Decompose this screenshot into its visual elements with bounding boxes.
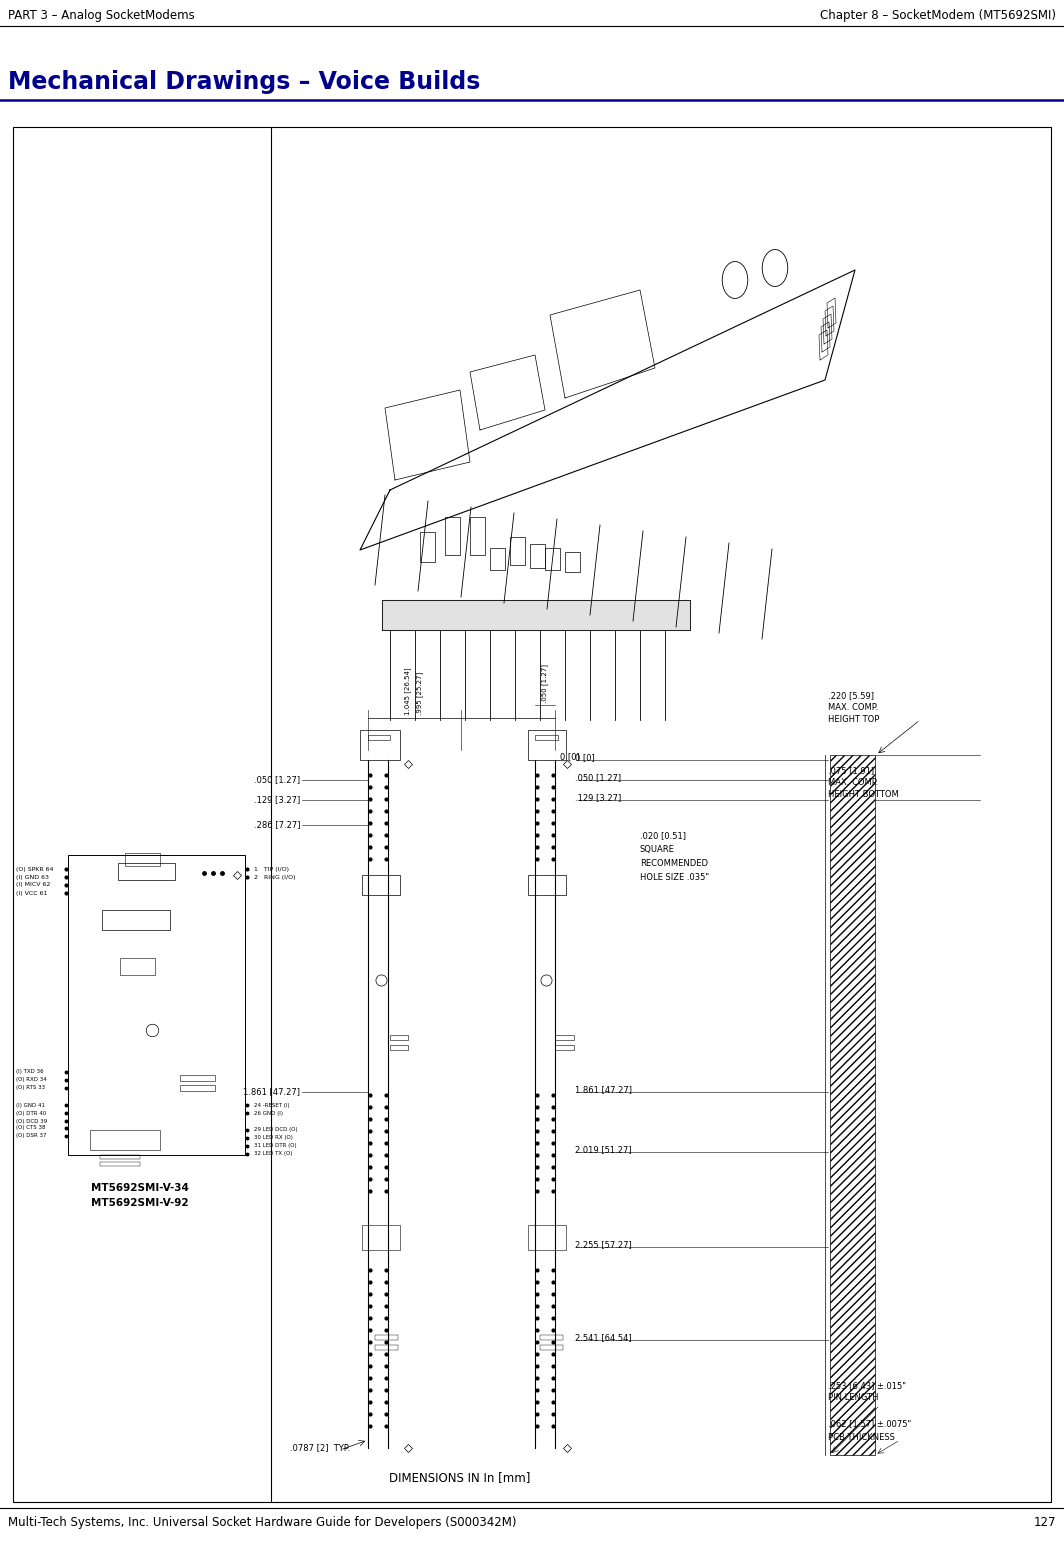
- Text: .062 [1.57] ±.0075": .062 [1.57] ±.0075": [828, 1419, 911, 1429]
- Text: 0 [0]: 0 [0]: [575, 754, 595, 763]
- Text: 2.255 [57.27]: 2.255 [57.27]: [575, 1241, 632, 1250]
- Bar: [390, 1036, 408, 1040]
- Text: (O) RTS 33: (O) RTS 33: [16, 1085, 45, 1091]
- Text: MT5692SMI-V-92: MT5692SMI-V-92: [92, 1197, 188, 1208]
- Bar: [528, 1225, 566, 1250]
- Bar: [528, 730, 566, 760]
- Text: 32 LED TX (O): 32 LED TX (O): [254, 1151, 293, 1156]
- Text: .0787 [2]  TYP.: .0787 [2] TYP.: [290, 1444, 350, 1453]
- Bar: [565, 552, 580, 572]
- Text: MT5692SMI-V-34: MT5692SMI-V-34: [92, 1183, 189, 1193]
- Bar: [470, 516, 485, 555]
- Bar: [528, 875, 566, 895]
- Bar: [555, 1045, 573, 1049]
- Text: .129 [3.27]: .129 [3.27]: [253, 795, 300, 804]
- Text: 1.045 [26.54]: 1.045 [26.54]: [404, 667, 412, 715]
- Bar: [535, 735, 558, 740]
- Text: (O) RXD 34: (O) RXD 34: [16, 1077, 47, 1082]
- Text: Chapter 8 – SocketModem (MT5692SMI): Chapter 8 – SocketModem (MT5692SMI): [820, 9, 1055, 22]
- Text: .220 [5.59]: .220 [5.59]: [828, 690, 874, 700]
- Text: HEIGHT BOTTOM: HEIGHT BOTTOM: [828, 791, 899, 798]
- Text: (I) GND 41: (I) GND 41: [16, 1102, 45, 1108]
- Text: (O) DSR 37: (O) DSR 37: [16, 1134, 47, 1139]
- Bar: [375, 1335, 398, 1341]
- Text: 1.861 [47.27]: 1.861 [47.27]: [575, 1085, 632, 1094]
- Bar: [368, 735, 390, 740]
- Text: (O) CTS 38: (O) CTS 38: [16, 1125, 46, 1131]
- Text: 31 LED DTR (O): 31 LED DTR (O): [254, 1143, 297, 1148]
- Bar: [13, 126, 1051, 1502]
- Bar: [541, 1345, 563, 1350]
- Bar: [68, 855, 245, 1156]
- Text: (I) VCC 61: (I) VCC 61: [16, 891, 48, 895]
- Text: Mechanical Drawings – Voice Builds: Mechanical Drawings – Voice Builds: [9, 69, 480, 94]
- Bar: [555, 1036, 573, 1040]
- Bar: [375, 1345, 398, 1350]
- Text: HOLE SIZE .035": HOLE SIZE .035": [641, 874, 709, 883]
- Text: 26 GND (I): 26 GND (I): [254, 1111, 283, 1116]
- Text: 2   RING (I/O): 2 RING (I/O): [254, 874, 296, 880]
- Text: 2.541 [64.54]: 2.541 [64.54]: [575, 1333, 632, 1342]
- Text: MAX. COMP.: MAX. COMP.: [828, 778, 878, 787]
- Bar: [445, 516, 460, 555]
- Text: PART 3 – Analog SocketModems: PART 3 – Analog SocketModems: [9, 9, 195, 22]
- Text: 127: 127: [1033, 1516, 1055, 1529]
- Text: .020 [0.51]: .020 [0.51]: [641, 832, 686, 840]
- Text: .075 [1.91]: .075 [1.91]: [828, 766, 875, 775]
- Bar: [830, 755, 875, 1455]
- Text: (I) TXD 36: (I) TXD 36: [16, 1069, 44, 1074]
- Bar: [491, 549, 505, 570]
- Bar: [360, 730, 400, 760]
- Text: SQUARE: SQUARE: [641, 846, 675, 855]
- Bar: [530, 544, 545, 569]
- Text: .129 [3.27]: .129 [3.27]: [575, 794, 621, 803]
- Text: (I) MICV 62: (I) MICV 62: [16, 883, 50, 888]
- Text: .286 [7.27]: .286 [7.27]: [253, 820, 300, 829]
- Text: 24 -RESET (I): 24 -RESET (I): [254, 1102, 289, 1108]
- Bar: [541, 1335, 563, 1341]
- Text: 2.019 [51.27]: 2.019 [51.27]: [575, 1145, 632, 1154]
- Text: (O) DCD 39: (O) DCD 39: [16, 1119, 47, 1123]
- Text: PIN LENGTH: PIN LENGTH: [828, 1393, 879, 1402]
- Text: .050 [1.27]: .050 [1.27]: [254, 775, 300, 784]
- Bar: [545, 549, 560, 570]
- Text: (O) DTR 40: (O) DTR 40: [16, 1111, 46, 1116]
- Text: 1   TIP (I/O): 1 TIP (I/O): [254, 866, 289, 872]
- Text: (O) SPKR 64: (O) SPKR 64: [16, 866, 53, 872]
- Text: Multi-Tech Systems, Inc. Universal Socket Hardware Guide for Developers (S000342: Multi-Tech Systems, Inc. Universal Socke…: [9, 1516, 516, 1529]
- Text: RECOMMENDED: RECOMMENDED: [641, 860, 708, 869]
- Bar: [390, 1045, 408, 1049]
- Bar: [180, 1076, 215, 1080]
- Text: 1.861 [47.27]: 1.861 [47.27]: [243, 1088, 300, 1097]
- Bar: [120, 959, 155, 975]
- Text: 29 LED DCD (O): 29 LED DCD (O): [254, 1128, 298, 1133]
- Bar: [90, 1130, 160, 1150]
- Text: MAX. COMP.: MAX. COMP.: [828, 703, 878, 712]
- Text: (I) GND 63: (I) GND 63: [16, 874, 49, 880]
- Bar: [362, 875, 400, 895]
- Bar: [510, 536, 525, 566]
- Bar: [100, 1162, 140, 1167]
- Bar: [118, 863, 174, 880]
- Text: 0 [0]: 0 [0]: [560, 752, 580, 761]
- Bar: [362, 1225, 400, 1250]
- Polygon shape: [382, 599, 689, 630]
- Bar: [124, 854, 160, 866]
- Bar: [420, 532, 435, 562]
- Text: .050 [1.27]: .050 [1.27]: [542, 664, 548, 703]
- Bar: [102, 911, 170, 931]
- Text: .995 [25.27]: .995 [25.27]: [417, 672, 423, 715]
- Bar: [180, 1085, 215, 1091]
- Text: DIMENSIONS IN In [mm]: DIMENSIONS IN In [mm]: [389, 1472, 531, 1484]
- Bar: [100, 1156, 140, 1159]
- Text: .050 [1.27]: .050 [1.27]: [575, 774, 621, 783]
- Text: HEIGHT TOP: HEIGHT TOP: [828, 715, 879, 724]
- Text: 30 LED RX (O): 30 LED RX (O): [254, 1136, 293, 1140]
- Text: .253 [6.43] ±.015": .253 [6.43] ±.015": [828, 1381, 907, 1390]
- Text: PCB THICKNESS: PCB THICKNESS: [828, 1433, 895, 1442]
